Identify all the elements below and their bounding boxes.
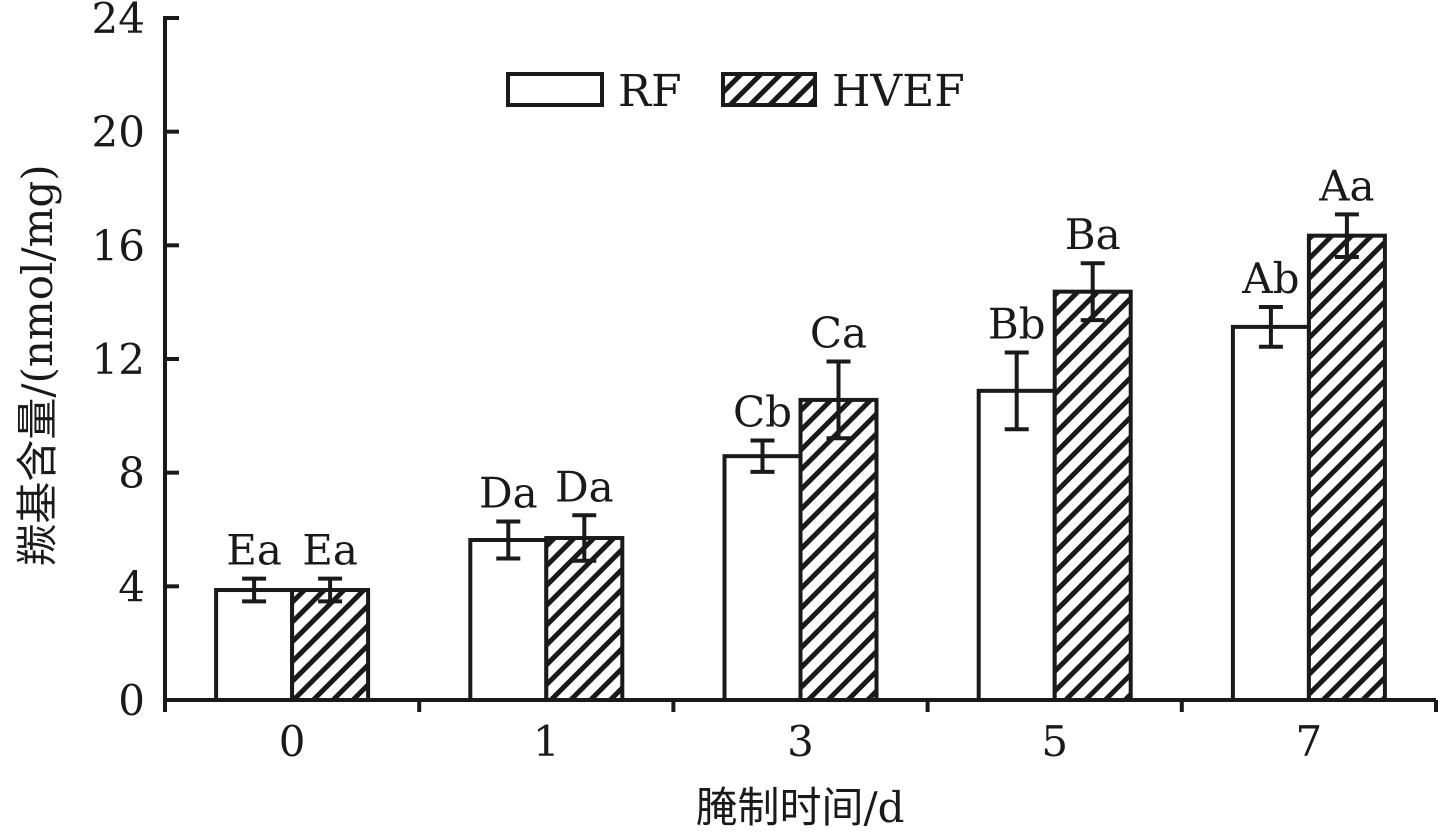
y-tick-label: 20 [92, 108, 145, 157]
significance-label: Da [479, 469, 538, 518]
significance-label: Aa [1318, 161, 1374, 210]
bar-hvef [290, 588, 371, 703]
x-tick-label: 5 [1041, 717, 1068, 766]
x-tick-label: 7 [1296, 717, 1323, 766]
significance-label: Cb [733, 388, 792, 437]
x-tick-label: 0 [279, 717, 306, 766]
legend-label-hvef: HVEF [832, 66, 965, 117]
bar-hvef [1306, 233, 1387, 702]
significance-label: Ba [1065, 210, 1121, 259]
y-tick-label: 4 [118, 562, 145, 611]
x-tick-label: 1 [533, 717, 560, 766]
bar-rf [976, 388, 1057, 702]
y-tick-label: 12 [92, 335, 145, 384]
bar-rf [468, 538, 549, 702]
significance-label: Ca [810, 309, 867, 358]
y-tick-label: 16 [92, 221, 145, 270]
significance-label: Ea [226, 526, 282, 575]
bar-hvef [1052, 289, 1133, 702]
x-tick-label: 3 [787, 717, 814, 766]
legend-label-rf: RF [618, 66, 682, 117]
significance-label: Ab [1241, 254, 1299, 303]
y-tick-label: 0 [118, 676, 145, 725]
bar-rf [1230, 324, 1311, 702]
bar-hvef [544, 536, 625, 703]
bar-rf [722, 454, 803, 702]
legend: RF HVEF [506, 66, 965, 117]
significance-label: Ea [302, 526, 358, 575]
significance-label: Bb [988, 299, 1046, 348]
y-tick-label: 8 [118, 449, 145, 498]
bar-rf [214, 588, 295, 703]
x-axis-label: 腌制时间/d [695, 783, 904, 832]
bar-hvef [798, 397, 879, 702]
y-tick-label: 24 [92, 0, 145, 43]
legend-swatch-hvef [721, 72, 817, 107]
legend-swatch-rf [506, 72, 604, 107]
significance-label: Da [555, 462, 614, 511]
y-axis-label: 羰基含量/(nmol/mg) [13, 164, 62, 565]
